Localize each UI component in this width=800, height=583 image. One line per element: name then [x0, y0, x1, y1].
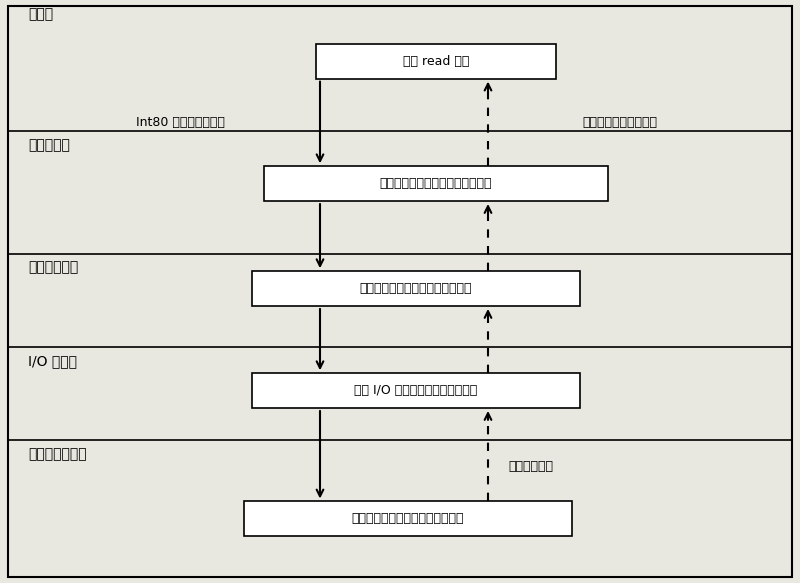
Bar: [252, 271, 580, 306]
Text: 文件系统层: 文件系统层: [28, 138, 70, 152]
Text: 通用块设备层: 通用块设备层: [28, 261, 78, 275]
Text: 应用层: 应用层: [28, 7, 53, 21]
Text: 调用文件系统层的一系列处理函数: 调用文件系统层的一系列处理函数: [380, 177, 492, 190]
Text: 调用通用块设备层的一系列处理函: 调用通用块设备层的一系列处理函: [360, 282, 472, 295]
Bar: [252, 373, 580, 408]
Bar: [316, 44, 556, 79]
Text: 物理设备驱动层: 物理设备驱动层: [28, 447, 86, 461]
Text: 处理结果从内核层返回: 处理结果从内核层返回: [582, 116, 658, 129]
Text: 调用物理设备驱动层的一系列处理: 调用物理设备驱动层的一系列处理: [352, 512, 464, 525]
Text: I/O 调度层: I/O 调度层: [28, 354, 77, 368]
Text: 调用 I/O 调度层的一系列处理函数: 调用 I/O 调度层的一系列处理函数: [354, 384, 478, 397]
Text: 处理结果返回: 处理结果返回: [508, 460, 553, 473]
Bar: [264, 166, 608, 201]
Text: 调用 read 函数: 调用 read 函数: [403, 55, 469, 68]
Text: Int80 中断触发与处理: Int80 中断触发与处理: [135, 116, 225, 129]
Bar: [244, 501, 572, 536]
